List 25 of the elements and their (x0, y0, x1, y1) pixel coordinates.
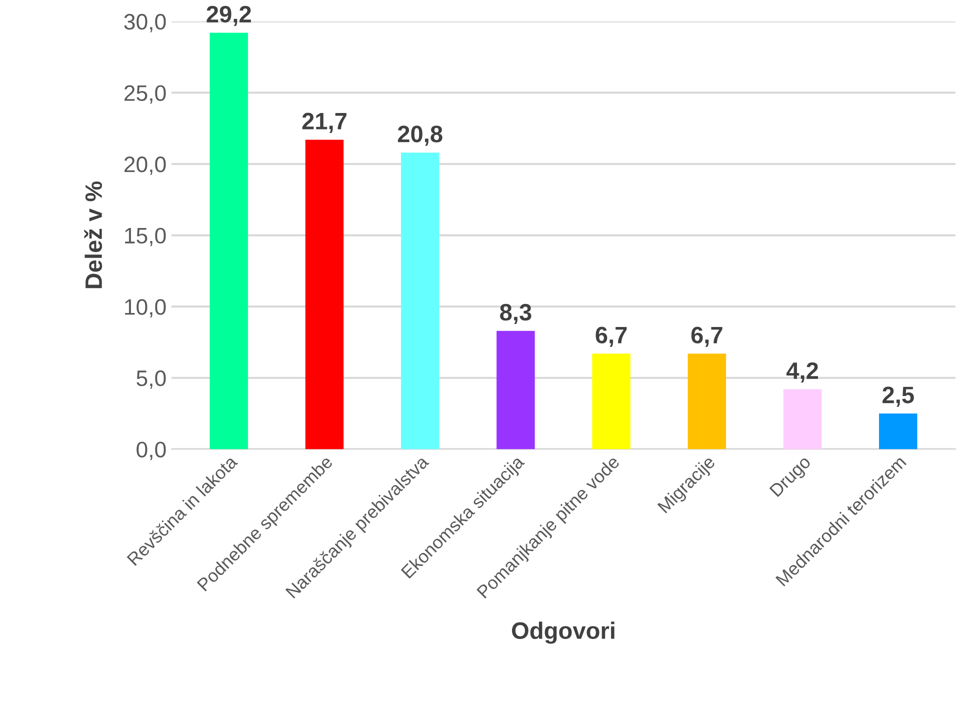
y-tick-label: 0,0 (136, 442, 166, 460)
y-tick-label: 25,0 (124, 85, 166, 104)
bar (400, 152, 440, 450)
y-tick-label: 10,0 (125, 299, 166, 318)
data-label: 4,2 (786, 362, 818, 382)
y-tick-label: 5,0 (136, 370, 166, 389)
data-label: 2,5 (882, 386, 914, 407)
bar (210, 32, 248, 450)
data-label: 6,7 (596, 326, 627, 347)
data-label: 20,8 (398, 126, 442, 146)
y-tick-label: 30,0 (124, 14, 166, 32)
y-axis-title: Delež v % (84, 181, 102, 288)
bar (688, 354, 726, 450)
bar (305, 140, 344, 450)
bar (496, 330, 535, 450)
y-tick-label: 15,0 (125, 228, 166, 246)
data-label: 6,7 (691, 326, 722, 347)
bar (879, 414, 918, 450)
data-label: 8,3 (500, 304, 532, 324)
data-label: 29,2 (206, 6, 251, 26)
data-label: 21,7 (302, 112, 346, 133)
bar (592, 354, 630, 450)
bar (783, 389, 822, 450)
y-tick-label: 20,0 (124, 156, 166, 175)
x-axis-title: Odgovori (512, 622, 614, 644)
